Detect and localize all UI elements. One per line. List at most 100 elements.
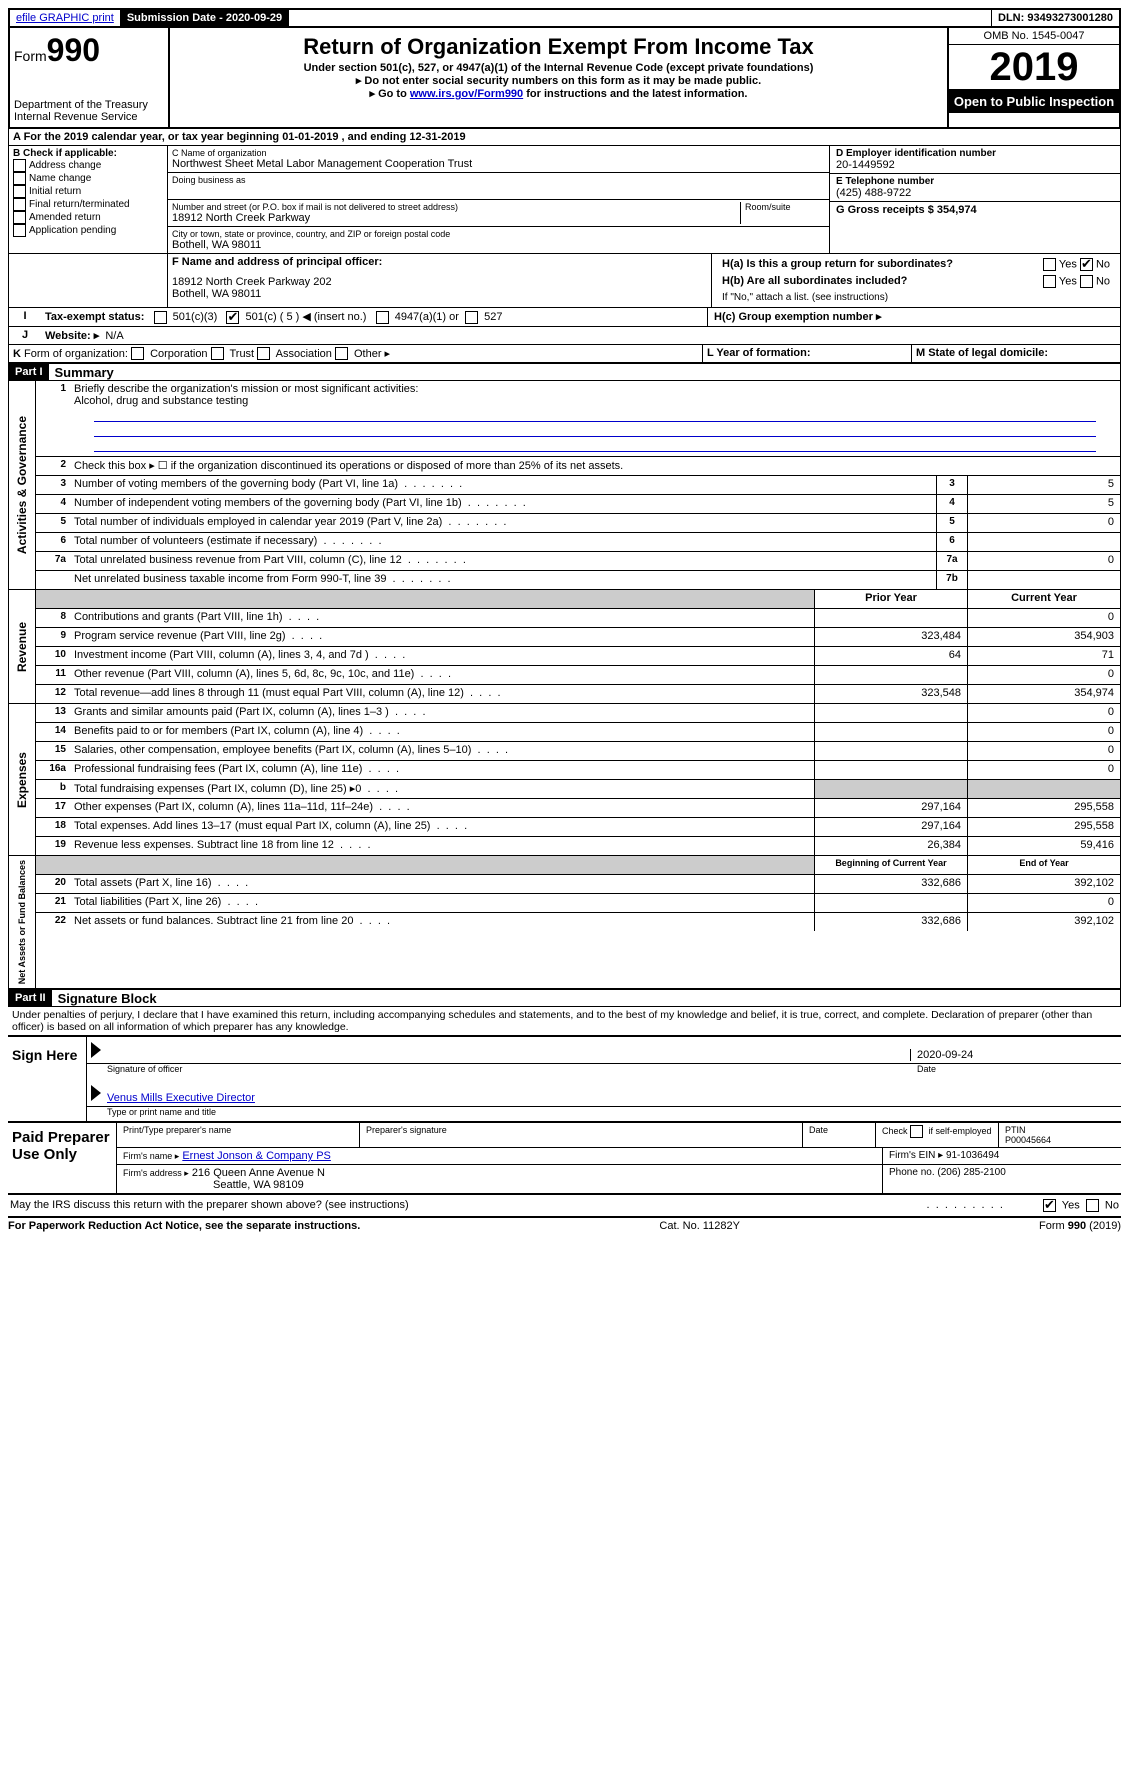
table-row: 5 Total number of individuals employed i… <box>36 514 1120 533</box>
q1-answer: Alcohol, drug and substance testing <box>74 395 248 407</box>
org-name-label: C Name of organization <box>172 148 825 158</box>
prior-year-header: Prior Year <box>814 590 967 608</box>
preparer-sig-header: Preparer's signature <box>360 1123 803 1147</box>
part-2-title: Signature Block <box>52 991 157 1006</box>
assoc-checkbox[interactable] <box>257 347 270 360</box>
501c3-checkbox[interactable] <box>154 311 167 324</box>
part-1-title: Summary <box>49 365 114 380</box>
efile-link[interactable]: efile GRAPHIC print <box>10 10 121 26</box>
table-row: 21 Total liabilities (Part X, line 26) .… <box>36 894 1120 913</box>
amended-return-checkbox[interactable] <box>13 211 26 224</box>
officer-name-label: Type or print name and title <box>87 1107 1121 1121</box>
room-label: Room/suite <box>745 202 825 212</box>
preparer-name-header: Print/Type preparer's name <box>117 1123 360 1147</box>
org-info-block: C Name of organization Northwest Sheet M… <box>168 146 830 253</box>
discuss-no-checkbox[interactable] <box>1086 1199 1099 1212</box>
table-row: 3 Number of voting members of the govern… <box>36 476 1120 495</box>
identity-block: B Check if applicable: Address change Na… <box>9 146 1120 254</box>
firm-addr-2: Seattle, WA 98109 <box>123 1179 304 1191</box>
state-domicile-label: M State of legal domicile: <box>912 345 1120 363</box>
beginning-year-header: Beginning of Current Year <box>814 856 967 874</box>
firm-name-link[interactable]: Ernest Jonson & Company PS <box>182 1150 331 1162</box>
q2-label: Check this box ▸ ☐ if the organization d… <box>70 457 1120 475</box>
submission-date-button[interactable]: Submission Date - 2020-09-29 <box>121 10 289 26</box>
dba-label: Doing business as <box>172 175 825 185</box>
application-pending-checkbox[interactable] <box>13 224 26 237</box>
officer-addr-1: 18912 North Creek Parkway 202 <box>172 276 707 288</box>
ptin-value: P00045664 <box>1005 1135 1115 1145</box>
gross-receipts: G Gross receipts $ 354,974 <box>836 204 1114 216</box>
table-row: 13 Grants and similar amounts paid (Part… <box>36 704 1120 723</box>
phone-label: E Telephone number <box>836 176 1114 187</box>
check-applicable-block: B Check if applicable: Address change Na… <box>9 146 168 253</box>
table-row: 11 Other revenue (Part VIII, column (A),… <box>36 666 1120 685</box>
table-row: 22 Net assets or fund balances. Subtract… <box>36 913 1120 931</box>
footer-left: For Paperwork Reduction Act Notice, see … <box>8 1220 360 1232</box>
table-row: 14 Benefits paid to or for members (Part… <box>36 723 1120 742</box>
year-formation-label: L Year of formation: <box>703 345 912 363</box>
org-name: Northwest Sheet Metal Labor Management C… <box>172 158 825 170</box>
initial-return-checkbox[interactable] <box>13 185 26 198</box>
part-2-label: Part II <box>9 990 52 1006</box>
firm-ein-value: 91-1036494 <box>946 1150 999 1161</box>
group-no-checkbox[interactable] <box>1080 258 1093 271</box>
sig-officer-label: Signature of officer <box>107 1064 911 1080</box>
officer-name-link[interactable]: Venus Mills Executive Director <box>107 1092 255 1104</box>
current-year-header: Current Year <box>967 590 1120 608</box>
other-checkbox[interactable] <box>335 347 348 360</box>
paid-preparer-block: Paid Preparer Use Only Print/Type prepar… <box>8 1123 1121 1195</box>
form-subtitle: Under section 501(c), 527, or 4947(a)(1)… <box>174 62 943 74</box>
trust-checkbox[interactable] <box>211 347 224 360</box>
ein-value: 20-1449592 <box>836 159 1114 171</box>
phone-value: (425) 488-9722 <box>836 187 1114 199</box>
address-change-checkbox[interactable] <box>13 159 26 172</box>
box-b-label: B Check if applicable: <box>13 148 163 159</box>
q1-label: Briefly describe the organization's miss… <box>74 383 418 395</box>
revenue-section: Revenue Prior Year Current Year 8 Contri… <box>9 590 1120 704</box>
table-row: 4 Number of independent voting members o… <box>36 495 1120 514</box>
corp-checkbox[interactable] <box>131 347 144 360</box>
table-row: 6 Total number of volunteers (estimate i… <box>36 533 1120 552</box>
officer-addr-2: Bothell, WA 98011 <box>172 288 707 300</box>
paid-preparer-label: Paid Preparer Use Only <box>8 1123 117 1193</box>
end-year-header: End of Year <box>967 856 1120 874</box>
tax-year: 2019 <box>949 45 1119 90</box>
tax-status-row: I Tax-exempt status: 501(c)(3) 501(c) ( … <box>9 308 1120 327</box>
sign-here-label: Sign Here <box>8 1037 87 1121</box>
header-bar: efile GRAPHIC print Submission Date - 20… <box>8 8 1121 28</box>
name-change-checkbox[interactable] <box>13 172 26 185</box>
tax-exempt-label: Tax-exempt status: <box>45 311 144 323</box>
firm-phone-label: Phone no. <box>889 1167 935 1178</box>
form-id-block: Form990 Department of the Treasury Inter… <box>10 28 170 127</box>
net-assets-side-label: Net Assets or Fund Balances <box>15 856 29 988</box>
sub-no-checkbox[interactable] <box>1080 275 1093 288</box>
4947a1-checkbox[interactable] <box>376 311 389 324</box>
group-yes-checkbox[interactable] <box>1043 258 1056 271</box>
footer: For Paperwork Reduction Act Notice, see … <box>8 1218 1121 1234</box>
dln-label: DLN: 93493273001280 <box>992 10 1119 26</box>
tax-period: A For the 2019 calendar year, or tax yea… <box>9 129 1120 146</box>
h-b-note: If "No," attach a list. (see instruction… <box>716 290 1116 305</box>
ein-label: D Employer identification number <box>836 148 1114 159</box>
self-employed-checkbox[interactable] <box>910 1125 923 1138</box>
revenue-side-label: Revenue <box>13 618 31 676</box>
sub-yes-checkbox[interactable] <box>1043 275 1056 288</box>
501c5-checkbox[interactable] <box>226 311 239 324</box>
expenses-section: Expenses 13 Grants and similar amounts p… <box>9 704 1120 856</box>
part-1-label: Part I <box>9 364 49 380</box>
signature-date: 2020-09-24 <box>910 1049 1117 1061</box>
527-checkbox[interactable] <box>465 311 478 324</box>
addr-label: Number and street (or P.O. box if mail i… <box>172 202 740 212</box>
table-row: 17 Other expenses (Part IX, column (A), … <box>36 799 1120 818</box>
org-address: 18912 North Creek Parkway <box>172 212 740 224</box>
header-spacer <box>289 10 992 26</box>
org-form-row: K Form of organization: Corporation Trus… <box>9 345 1120 365</box>
final-return-checkbox[interactable] <box>13 198 26 211</box>
self-employed-cell: Check if self-employed <box>876 1123 999 1147</box>
sign-here-block: Sign Here 2020-09-24 Signature of office… <box>8 1035 1121 1123</box>
table-row: 9 Program service revenue (Part VIII, li… <box>36 628 1120 647</box>
firm-name-label: Firm's name ▸ <box>123 1151 179 1161</box>
instructions-link[interactable]: www.irs.gov/Form990 <box>410 88 523 100</box>
governance-side-label: Activities & Governance <box>13 412 31 558</box>
discuss-yes-checkbox[interactable] <box>1043 1199 1056 1212</box>
